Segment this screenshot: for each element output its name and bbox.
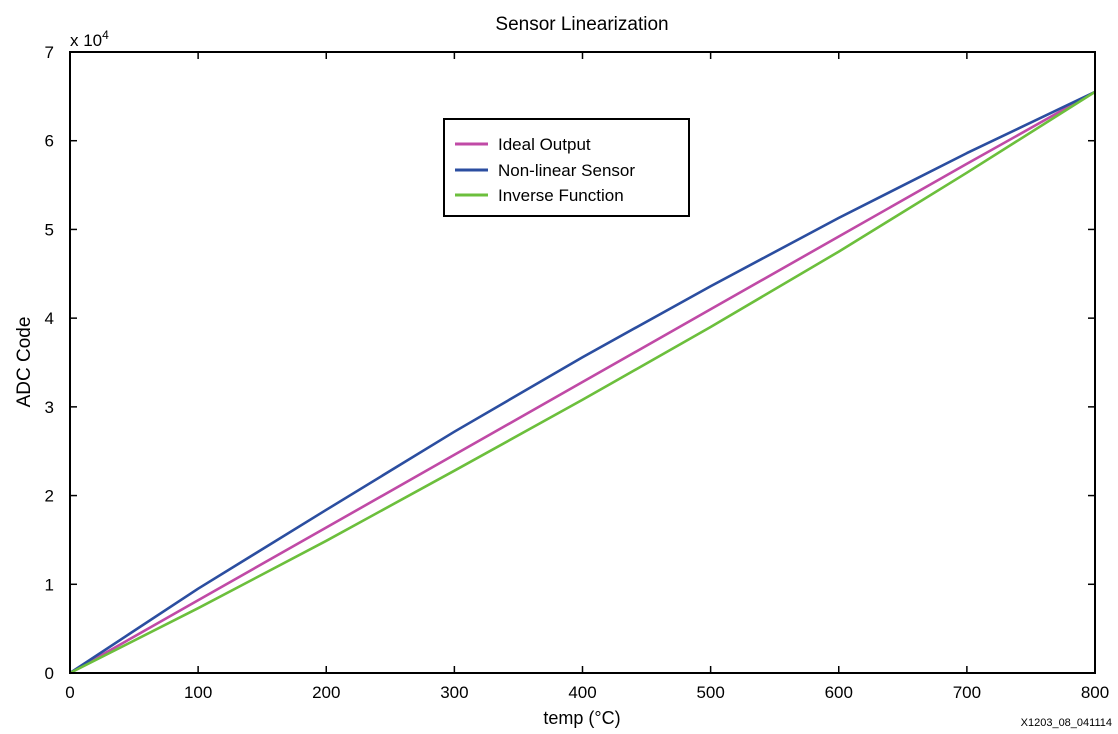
y-tick-label: 6 <box>45 132 54 151</box>
x-tick-label: 800 <box>1081 683 1109 702</box>
x-tick-label: 400 <box>568 683 596 702</box>
y-tick-label: 7 <box>45 43 54 62</box>
y-tick-label: 5 <box>45 220 54 239</box>
y-tick-label: 0 <box>45 664 54 683</box>
x-tick-label: 500 <box>696 683 724 702</box>
series-line-non-linear-sensor <box>69 90 1096 675</box>
chart-title: Sensor Linearization <box>495 14 668 35</box>
x-tick-label: 600 <box>825 683 853 702</box>
y-multiplier: x 104 <box>70 28 109 50</box>
series-line-ideal-output <box>69 90 1096 675</box>
series-line-inverse-function <box>69 90 1096 675</box>
x-tick-label: 300 <box>440 683 468 702</box>
y-tick-label: 3 <box>45 398 54 417</box>
y-axis-label: ADC Code <box>14 317 35 408</box>
y-tick-label: 2 <box>45 487 54 506</box>
x-tick-label: 0 <box>65 683 74 702</box>
figure-id-annotation: X1203_08_041114 <box>1021 717 1112 729</box>
y-tick-label: 4 <box>45 309 54 328</box>
legend: Ideal Output Non-linear Sensor Inverse F… <box>443 118 690 217</box>
y-tick-label: 1 <box>45 575 54 594</box>
x-tick-label: 200 <box>312 683 340 702</box>
legend-label-ideal-output: Ideal Output <box>498 135 591 154</box>
plot-frame <box>69 51 1096 674</box>
legend-label-inverse-function: Inverse Function <box>498 186 624 205</box>
legend-box <box>443 118 690 217</box>
x-axis-label: temp (°C) <box>543 708 620 728</box>
series-lines <box>69 90 1096 675</box>
x-tick-label: 100 <box>184 683 212 702</box>
axis-ticks: 0 100 200 300 400 500 600 700 800 0 1 2 3 4 5 6 7 <box>45 43 1110 702</box>
legend-label-non-linear-sensor: Non-linear Sensor <box>498 161 635 180</box>
x-tick-label: 700 <box>953 683 981 702</box>
